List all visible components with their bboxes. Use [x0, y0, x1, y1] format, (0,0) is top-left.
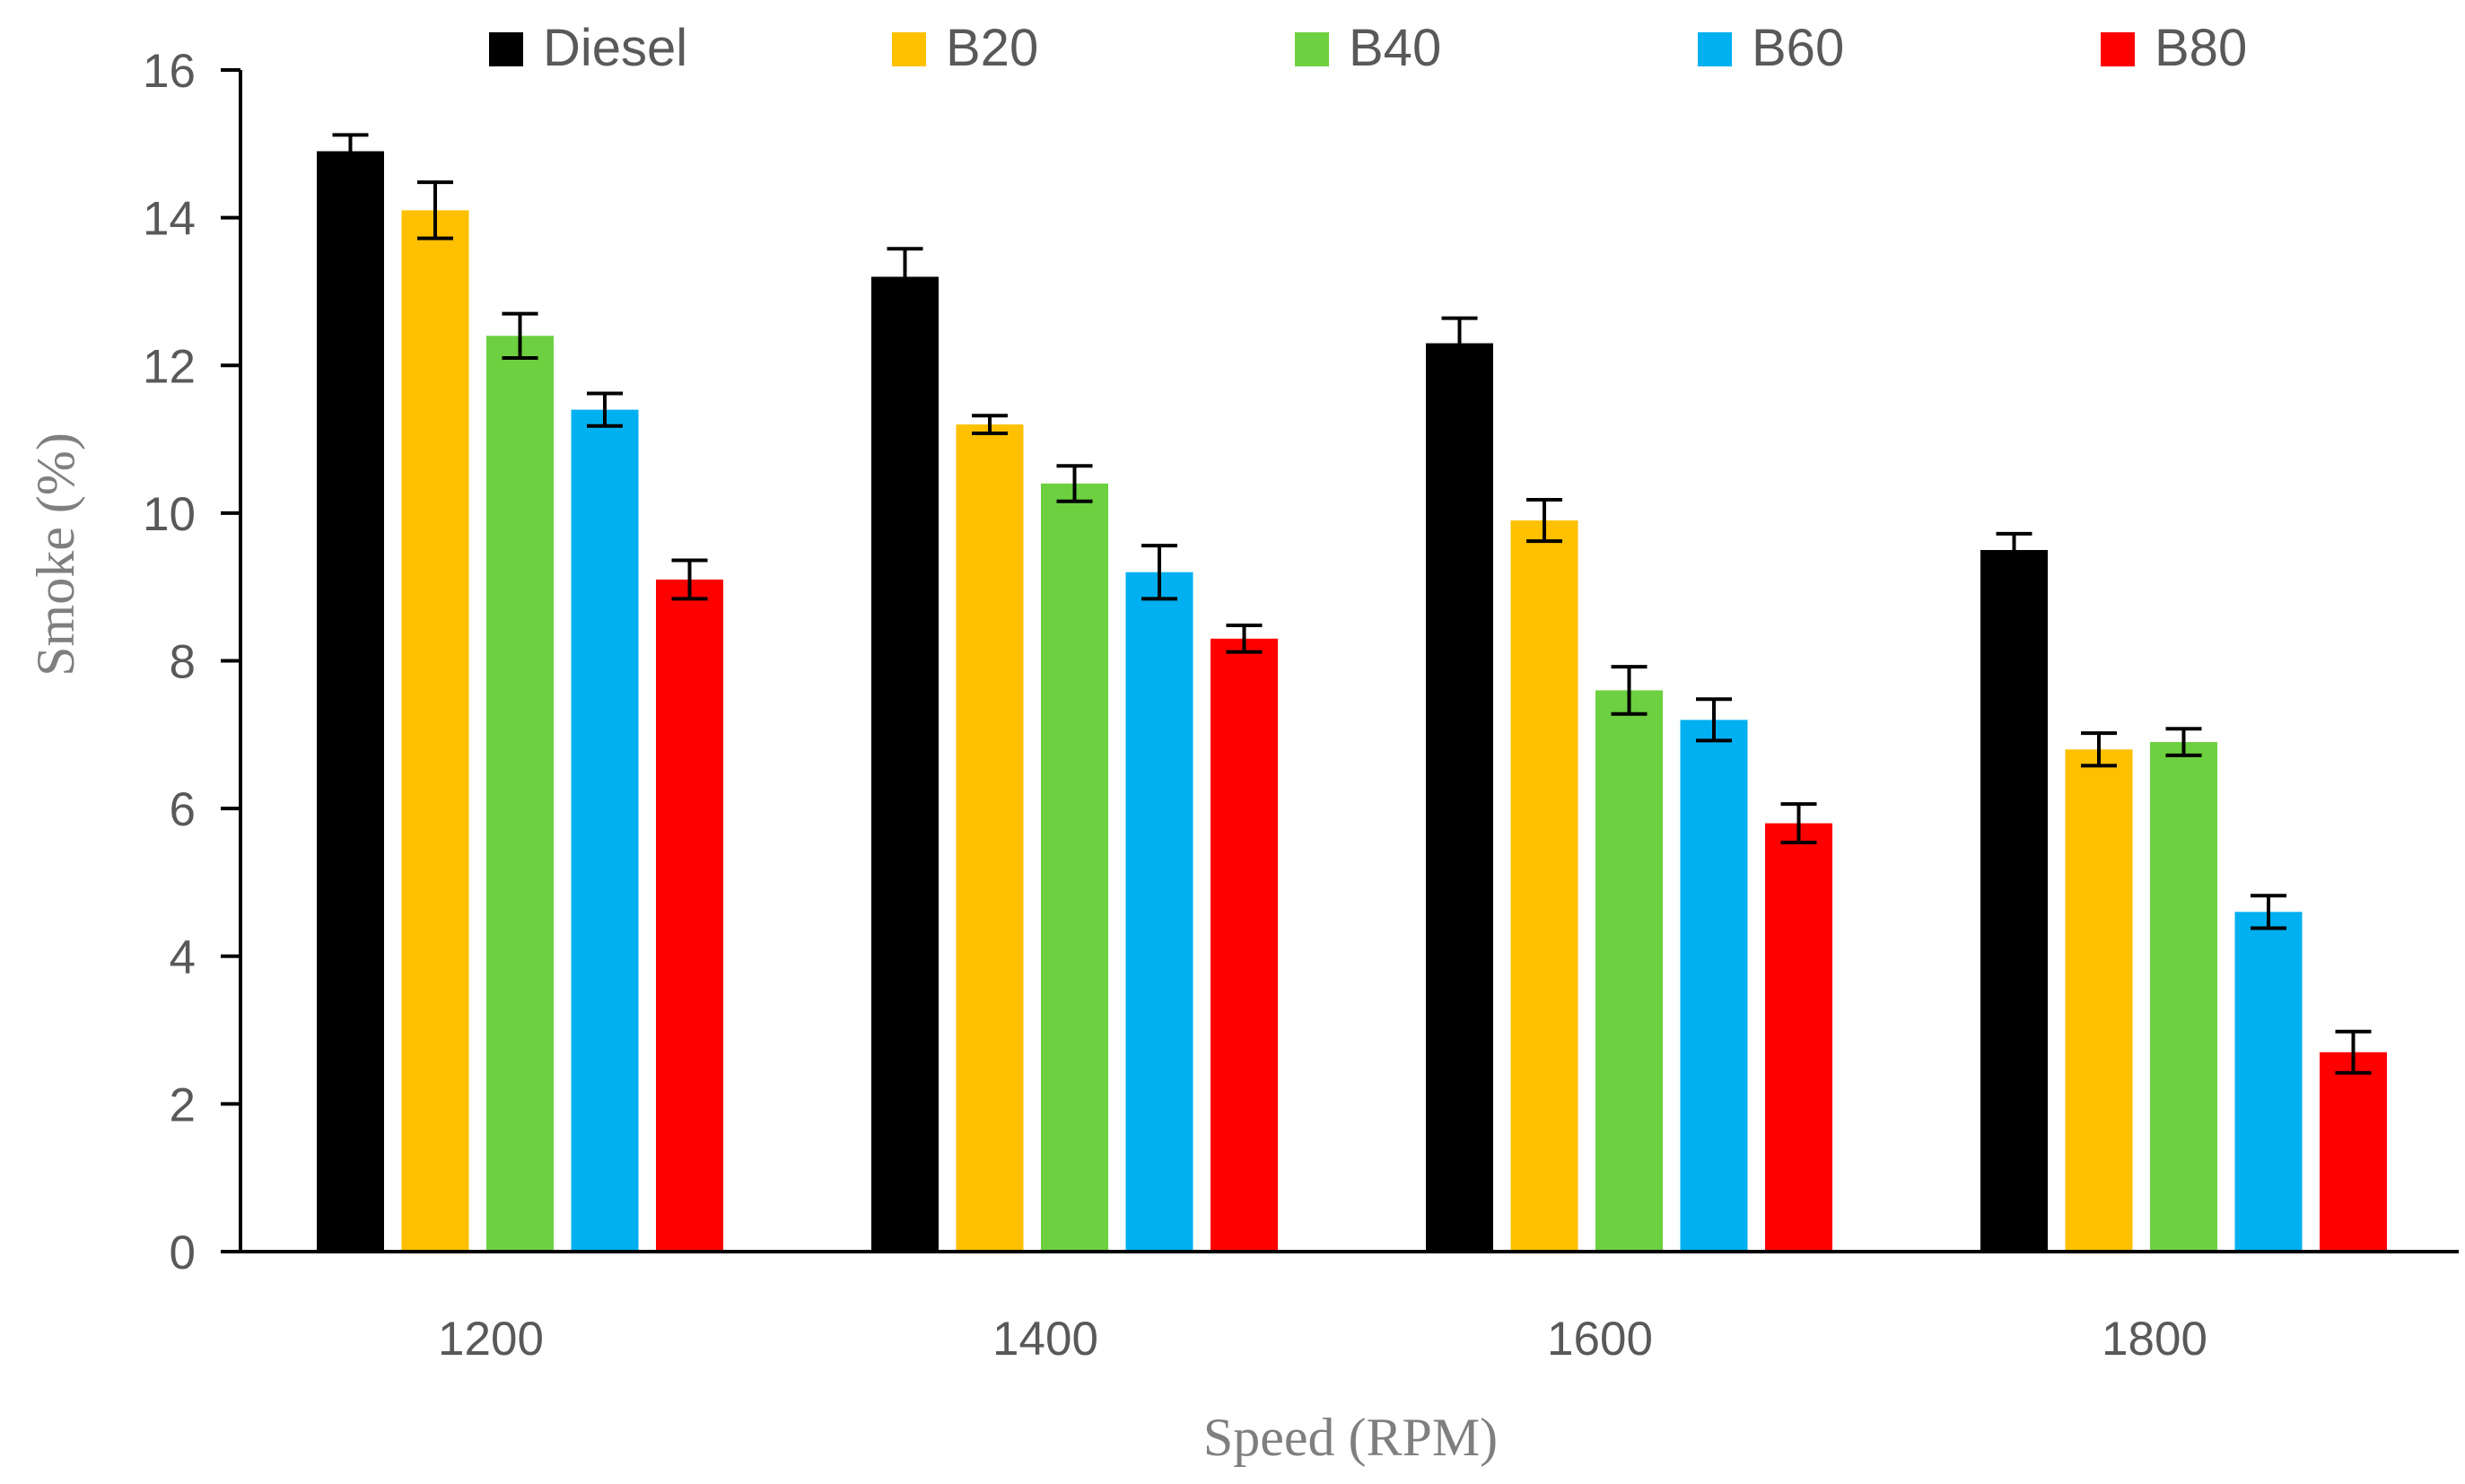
error-bar-b40-1800: [2165, 727, 2202, 757]
error-bar-b60-1800: [2251, 894, 2286, 930]
bar-b80-1200: [656, 579, 723, 1252]
x-tick-label: 1600: [1547, 1313, 1653, 1366]
y-tick-label: 8: [170, 636, 196, 689]
legend-swatch-b20: [892, 32, 926, 66]
legend-label-b60: B60: [1752, 19, 1844, 77]
bar-b80-1600: [1765, 823, 1832, 1252]
error-bar-b80-1800: [2335, 1029, 2372, 1075]
legend-label-b40: B40: [1349, 19, 1441, 77]
error-bars: [332, 133, 2372, 1075]
bar-b20-1800: [2065, 749, 2133, 1252]
y-axis-ticks: 0 2 4 6 8 10 12 14 16: [143, 45, 240, 1279]
bar-b40-1200: [486, 336, 554, 1252]
error-bar-b60-1600: [1696, 697, 1732, 743]
y-tick-label: 14: [143, 193, 196, 246]
bar-b60-1200: [571, 409, 639, 1252]
bar-b20-1200: [401, 210, 469, 1252]
legend-label-diesel: Diesel: [543, 19, 687, 77]
y-tick-label: 16: [143, 45, 196, 98]
y-tick-label: 4: [170, 931, 196, 984]
legend-swatch-b60: [1698, 32, 1732, 66]
error-bar-b40-1600: [1611, 665, 1648, 716]
bar-diesel-1400: [871, 276, 939, 1253]
y-tick-label: 6: [170, 783, 196, 836]
error-bar-b20-1800: [2081, 731, 2117, 768]
bar-diesel-1800: [1980, 550, 2048, 1252]
y-tick-label: 10: [143, 488, 196, 541]
bar-b80-1800: [2320, 1052, 2387, 1252]
y-tick-label: 0: [170, 1226, 196, 1279]
legend: Diesel B20 B40 B60 B80: [489, 19, 2247, 77]
x-axis-ticks: 1200 1400 1600 1800: [438, 1313, 2207, 1366]
legend-label-b20: B20: [946, 19, 1038, 77]
bar-b60-1400: [1125, 572, 1193, 1252]
x-axis-title: Speed (RPM): [1203, 1408, 1498, 1467]
bars: [317, 151, 2387, 1253]
bar-b80-1400: [1211, 638, 1278, 1252]
y-tick-label: 12: [143, 340, 196, 393]
bar-b40-1800: [2150, 742, 2217, 1252]
error-bar-b40-1200: [502, 311, 538, 361]
bar-b40-1400: [1041, 483, 1108, 1252]
legend-swatch-b80: [2101, 32, 2135, 66]
error-bar-b60-1400: [1141, 544, 1177, 601]
legend-swatch-diesel: [489, 32, 523, 66]
bar-b20-1600: [1510, 520, 1578, 1252]
error-bar-diesel-1200: [332, 133, 369, 170]
bar-b40-1600: [1595, 690, 1663, 1252]
error-bar-b20-1400: [972, 414, 1008, 435]
error-bar-b20-1200: [417, 180, 453, 240]
bar-b60-1800: [2234, 912, 2303, 1252]
bar-diesel-1200: [317, 151, 384, 1253]
legend-swatch-b40: [1295, 32, 1329, 66]
error-bar-b40-1400: [1056, 464, 1093, 503]
x-tick-label: 1800: [2102, 1313, 2207, 1366]
error-bar-b80-1200: [671, 558, 708, 601]
error-bar-diesel-1800: [1996, 531, 2032, 569]
x-tick-label: 1200: [438, 1313, 544, 1366]
bar-b20-1400: [956, 424, 1024, 1253]
error-bar-b60-1200: [587, 391, 623, 428]
bar-b60-1600: [1680, 720, 1748, 1252]
x-tick-label: 1400: [992, 1313, 1098, 1366]
legend-label-b80: B80: [2155, 19, 2247, 77]
y-axis-title: Smoke (%): [26, 432, 85, 677]
error-bar-b80-1400: [1226, 623, 1263, 654]
bar-diesel-1600: [1426, 343, 1493, 1252]
error-bar-diesel-1400: [887, 247, 923, 307]
y-tick-label: 2: [170, 1078, 196, 1131]
error-bar-b20-1600: [1526, 498, 1562, 544]
error-bar-b80-1600: [1780, 802, 1817, 844]
error-bar-diesel-1600: [1441, 316, 1478, 371]
